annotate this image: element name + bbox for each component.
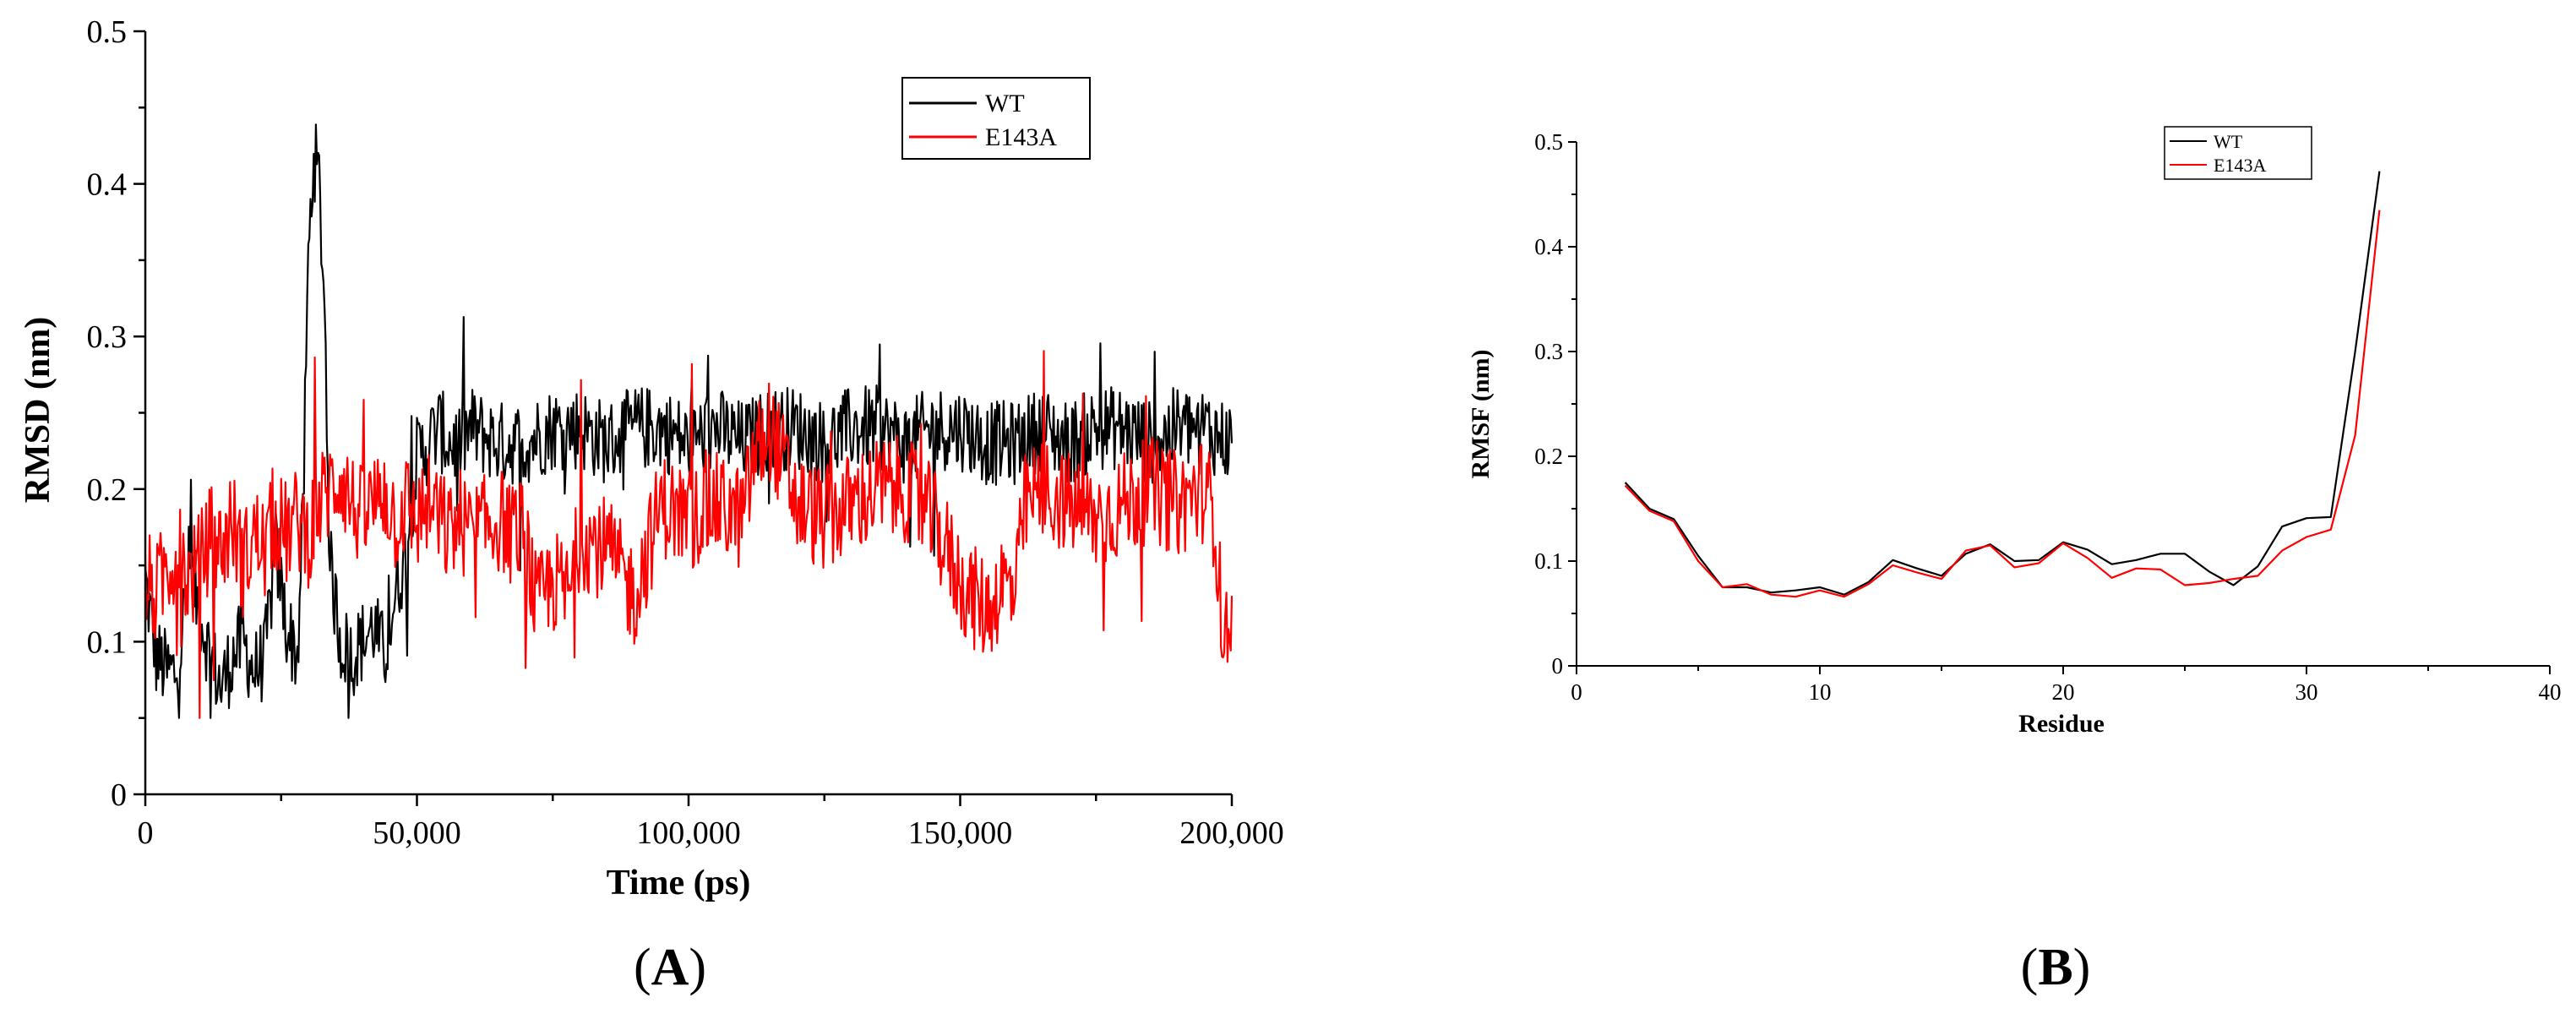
rmsd-axes [133,30,1234,806]
rmsd-chart: 0 50,000 100,000 150,000 200,000 0 0.1 0.2 0.3 0.… [19,14,1284,902]
rmsd-y-tick-label: 0.3 [87,319,128,355]
panel-label-b-letter: B [2038,939,2072,996]
rmsd-legend-label-wt: WT [985,90,1025,117]
rmsd-x-tick-label: 50,000 [373,815,461,851]
rmsd-x-axis-label: Time (ps) [607,864,751,902]
panel-label-b-close: ) [2073,939,2091,996]
rmsd-x-tick-label: 100,000 [636,815,741,851]
rmsf-series-layer [1624,171,2381,598]
rmsf-y-axis-label: RMSF (nm) [1467,349,1495,478]
rmsf-x-tick-label: 20 [2052,679,2075,705]
rmsf-legend-box [2164,126,2312,180]
rmsd-legend-label-e143a: E143A [985,123,1057,151]
rmsd-y-tick-label: 0.1 [87,624,128,660]
rmsf-legend-label-wt: WT [2214,131,2243,152]
rmsd-series-layer [144,123,1234,719]
rmsd-series-e143a [144,350,1234,719]
rmsf-tick-labels: 0 10 20 30 40 0 0.1 0.2 0.3 0.4 0.5 [1534,129,2561,705]
rmsd-y-axis-label: RMSD (nm) [19,317,57,503]
rmsf-series-wt [1624,171,2381,596]
rmsd-tick-labels: 0 50,000 100,000 150,000 200,000 0 0.1 0.2 0.3 0.… [87,14,1284,851]
rmsf-y-tick-label: 0.1 [1534,548,1563,574]
rmsd-series-wt [144,123,1234,719]
panel-label-b-open: ( [2021,939,2039,996]
rmsf-chart: 0 10 20 30 40 0 0.1 0.2 0.3 0.4 0.5 Residue RMSF (… [1467,126,2562,738]
rmsd-x-tick-label: 150,000 [908,815,1013,851]
rmsf-legend: WT E143A [2164,126,2312,180]
rmsf-y-tick-label: 0.4 [1534,234,1563,259]
rmsd-x-tick-label: 0 [138,815,154,851]
rmsf-legend-label-e143a: E143A [2214,155,2266,176]
rmsd-legend: WT E143A [901,77,1091,160]
panel-label-a-close: ) [689,939,706,996]
rmsd-x-tick-label: 200,000 [1179,815,1284,851]
rmsf-x-tick-label: 0 [1571,679,1582,705]
rmsf-y-tick-label: 0.2 [1534,444,1563,469]
rmsf-x-tick-label: 30 [2296,679,2318,705]
rmsf-y-tick-label: 0 [1552,653,1564,679]
rmsf-y-tick-label: 0.3 [1534,339,1563,364]
rmsd-legend-box [901,77,1091,160]
rmsd-y-tick-label: 0.5 [87,14,128,50]
panel-label-a-letter: A [651,939,689,996]
rmsf-x-tick-label: 40 [2539,679,2562,705]
rmsd-y-tick-label: 0 [111,777,127,813]
rmsf-y-tick-label: 0.5 [1534,129,1563,155]
panel-label-a-open: ( [634,939,651,996]
rmsd-y-tick-label: 0.2 [87,472,128,508]
rmsd-y-tick-label: 0.4 [87,167,128,203]
panel-label-a: (A) [634,939,706,996]
rmsf-axes [1568,141,2551,674]
rmsf-x-tick-label: 10 [1809,679,1832,705]
rmsf-series-e143a [1624,210,2381,598]
rmsf-x-axis-label: Residue [2018,710,2105,738]
panel-label-b: (B) [2021,939,2091,996]
